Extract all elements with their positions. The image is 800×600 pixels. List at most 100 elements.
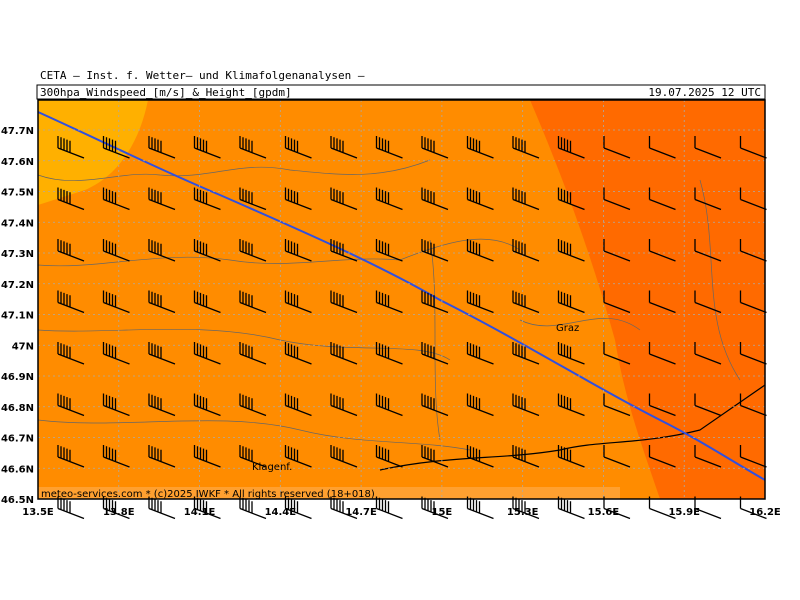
wind-barb [375, 393, 403, 417]
wind-barb [557, 136, 585, 159]
wind-barb [375, 496, 403, 520]
x-tick-label: 14.7E [345, 507, 377, 518]
wind-barb [239, 187, 267, 211]
wind-barb [239, 239, 267, 262]
wind-barb [603, 136, 631, 159]
wind-barb [557, 445, 585, 468]
wind-barb [239, 290, 267, 314]
wind-barb [239, 496, 267, 520]
wind-barb [330, 393, 358, 417]
wind-barb [284, 393, 312, 417]
wind-barb [512, 187, 540, 211]
wind-barb [648, 290, 676, 314]
wind-barb [648, 187, 676, 211]
wind-barb [148, 393, 176, 417]
wind-barb [512, 239, 540, 262]
wind-barb [421, 342, 449, 365]
wind-barb [239, 136, 267, 159]
x-tick-label: 14.4E [265, 507, 297, 518]
credit: meteo-services.com * (c)2025 IWKF * All … [41, 489, 375, 500]
wind-barb [466, 136, 494, 159]
wind-barb [330, 290, 358, 314]
wind-barb [603, 290, 631, 314]
wind-barb [284, 136, 312, 159]
y-tick-label: 46.5N [1, 495, 34, 506]
wind-barb [57, 393, 85, 417]
wind-barb [694, 445, 722, 468]
y-tick-label: 46.7N [1, 434, 34, 445]
place-label: Graz [556, 323, 579, 334]
wind-barb [603, 187, 631, 211]
wind-barb [330, 342, 358, 365]
wind-barb [512, 496, 540, 520]
wind-barb [557, 290, 585, 314]
wind-barb [148, 187, 176, 211]
wind-barb [375, 187, 403, 211]
wind-barb [239, 393, 267, 417]
wind-barb [466, 187, 494, 211]
wind-barb [102, 239, 130, 262]
wind-barb [648, 393, 676, 417]
wind-barb [557, 342, 585, 365]
wind-barb [557, 239, 585, 262]
wind-barb [284, 239, 312, 262]
institute-title: CETA — Inst. f. Wetter— und Klimafolgena… [40, 69, 365, 82]
wind-barb [57, 290, 85, 314]
wind-barb [421, 239, 449, 262]
wind-barb [694, 342, 722, 365]
wind-barb [239, 342, 267, 365]
wind-barb [739, 187, 767, 211]
wind-barb [466, 496, 494, 520]
border-lines [37, 159, 741, 451]
wind-barb [512, 342, 540, 365]
wind-barb [694, 290, 722, 314]
valid-time: 19.07.2025 12 UTC [648, 86, 761, 99]
y-tick-label: 47.1N [1, 311, 34, 322]
wind-barb [512, 290, 540, 314]
wind-barb [739, 393, 767, 417]
x-tick-label: 16.2E [749, 507, 781, 518]
wind-barb [694, 136, 722, 159]
wind-barb [739, 136, 767, 159]
wind-barb [421, 393, 449, 417]
wind-barb [694, 187, 722, 211]
wind-barb [512, 136, 540, 159]
y-tick-label: 47.2N [1, 280, 34, 291]
wind-barb [557, 187, 585, 211]
credit-band [38, 487, 620, 499]
wind-barb [603, 445, 631, 468]
wind-barb [102, 445, 130, 468]
wind-barb [330, 187, 358, 211]
wind-barb [148, 445, 176, 468]
wind-barb [694, 239, 722, 262]
wind-barb [148, 342, 176, 365]
wind-barb [512, 445, 540, 468]
y-tick-label: 47.7N [1, 126, 34, 137]
wind-barb [557, 393, 585, 417]
wind-barb [57, 136, 85, 159]
wind-barb [421, 290, 449, 314]
wind-barb [421, 187, 449, 211]
y-tick-label: 47.6N [1, 157, 34, 168]
wind-barb [466, 239, 494, 262]
x-tick-label: 15.9E [668, 507, 700, 518]
wind-barb [284, 445, 312, 468]
wind-barb [102, 496, 130, 520]
wind-barb [102, 187, 130, 211]
wind-barb [57, 445, 85, 468]
wind-barb [57, 342, 85, 365]
wind-barb [466, 445, 494, 468]
wind-barb [421, 445, 449, 468]
wind-barb [148, 239, 176, 262]
wind-barb [466, 342, 494, 365]
wind-barb [421, 496, 449, 520]
wind-barb [466, 290, 494, 314]
wind-barb [148, 290, 176, 314]
wind-barb [466, 393, 494, 417]
y-tick-label: 46.6N [1, 464, 34, 475]
wind-barb [330, 445, 358, 468]
wind-barb [603, 342, 631, 365]
wind-barb [603, 393, 631, 417]
header-box [36, 84, 766, 100]
